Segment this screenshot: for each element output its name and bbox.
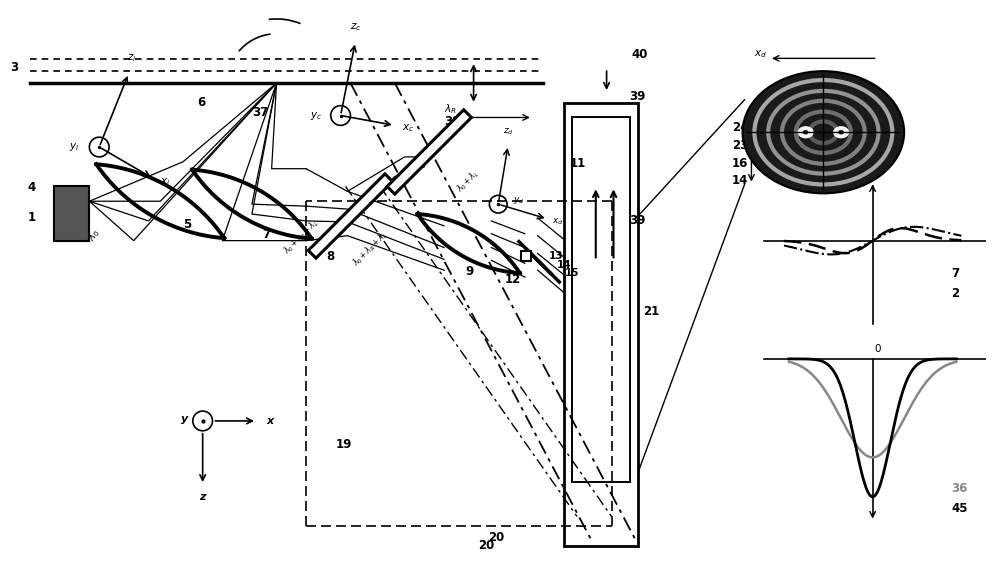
Text: 40: 40 — [631, 49, 648, 62]
Text: 37: 37 — [252, 106, 268, 119]
Text: 24: 24 — [732, 121, 748, 134]
Text: 1: 1 — [27, 211, 35, 224]
Text: $\lambda_R$: $\lambda_R$ — [444, 103, 457, 116]
Text: $y_i$: $y_i$ — [69, 141, 80, 153]
Text: 11: 11 — [570, 157, 586, 170]
Ellipse shape — [803, 130, 809, 134]
Text: 20: 20 — [488, 531, 505, 544]
Polygon shape — [308, 174, 393, 258]
Text: 13: 13 — [548, 251, 563, 262]
Text: y: y — [181, 414, 189, 424]
Text: 5: 5 — [183, 218, 191, 231]
Text: z: z — [199, 492, 206, 502]
Text: 7: 7 — [951, 267, 960, 280]
Text: 12: 12 — [505, 273, 521, 286]
Text: $y_d$: $y_d$ — [757, 147, 770, 159]
Text: 3: 3 — [11, 61, 19, 74]
Text: $x_d$: $x_d$ — [754, 49, 767, 60]
Text: 38: 38 — [444, 115, 460, 128]
Text: 7: 7 — [262, 228, 270, 241]
Text: $x_i$: $x_i$ — [160, 176, 171, 188]
Text: 45: 45 — [951, 502, 968, 515]
Text: 2: 2 — [70, 211, 78, 224]
Text: 20: 20 — [479, 539, 495, 552]
Text: 9: 9 — [466, 265, 474, 278]
FancyBboxPatch shape — [521, 251, 531, 262]
Polygon shape — [387, 110, 471, 194]
Ellipse shape — [838, 130, 844, 134]
Text: $\lambda_0+\lambda_R+\lambda_L$: $\lambda_0+\lambda_R+\lambda_L$ — [281, 216, 322, 257]
Text: 6: 6 — [198, 95, 206, 108]
Text: $\lambda_0$: $\lambda_0$ — [84, 226, 103, 245]
Text: 19: 19 — [336, 437, 352, 450]
Text: 39: 39 — [629, 90, 646, 103]
Text: 4: 4 — [27, 181, 36, 194]
Ellipse shape — [798, 127, 813, 138]
Text: 14: 14 — [732, 175, 748, 188]
Text: 36: 36 — [951, 482, 968, 495]
Text: $x_c$: $x_c$ — [402, 122, 414, 134]
Text: $z_d$: $z_d$ — [503, 126, 514, 137]
Text: $z_i$: $z_i$ — [127, 53, 136, 64]
Text: 23: 23 — [732, 139, 748, 152]
Text: 2: 2 — [951, 287, 960, 300]
Text: 16: 16 — [732, 157, 748, 170]
Text: x: x — [267, 416, 274, 426]
Text: 21: 21 — [643, 305, 659, 318]
Text: $y_c$: $y_c$ — [310, 110, 322, 121]
Ellipse shape — [743, 71, 904, 193]
Text: $x_d$: $x_d$ — [552, 217, 564, 227]
Text: $y_d$: $y_d$ — [513, 195, 525, 206]
Text: $\lambda_0+\lambda_R+\lambda_L$: $\lambda_0+\lambda_R+\lambda_L$ — [350, 228, 391, 269]
FancyBboxPatch shape — [54, 186, 89, 241]
Text: $z_c$: $z_c$ — [350, 21, 362, 33]
Ellipse shape — [834, 127, 848, 138]
Text: z: z — [999, 354, 1000, 364]
Text: 39: 39 — [629, 214, 646, 227]
Text: $\lambda_0+\lambda_L$: $\lambda_0+\lambda_L$ — [454, 167, 482, 195]
Text: 0: 0 — [874, 344, 881, 354]
Text: 15: 15 — [565, 268, 580, 278]
Text: 14: 14 — [557, 260, 571, 270]
Text: 8: 8 — [326, 250, 334, 263]
